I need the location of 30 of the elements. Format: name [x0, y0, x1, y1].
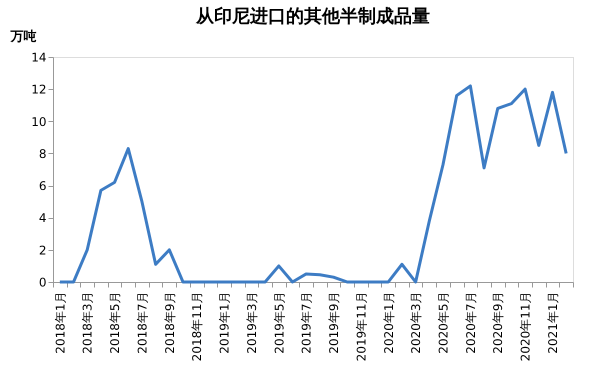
x-tick-label: 2020年9月 — [491, 292, 506, 354]
x-tick-label: 2019年11月 — [354, 292, 368, 362]
y-tick-label: 0 — [38, 276, 46, 290]
x-tick-label: 2018年11月 — [190, 292, 204, 362]
y-tick-label: 6 — [38, 179, 46, 194]
x-tick-label: 2018年3月 — [80, 292, 95, 354]
x-tick-label: 2020年5月 — [436, 292, 450, 354]
x-tick-label: 2020年1月 — [382, 292, 396, 354]
y-axis-title: 万吨 — [10, 30, 36, 44]
y-tick-label: 14 — [31, 50, 46, 64]
y-tick-label: 12 — [31, 82, 46, 97]
y-tick-label: 4 — [38, 211, 46, 226]
x-tick-label: 2021年1月 — [546, 292, 560, 354]
x-tick-label: 2019年5月 — [272, 292, 286, 354]
y-tick-label: 10 — [31, 114, 46, 129]
line-series — [58, 84, 568, 284]
x-tick-label: 2018年5月 — [108, 292, 122, 354]
y-tick-label: 2 — [38, 243, 46, 258]
x-tick-label: 2020年11月 — [518, 292, 533, 362]
chart-title: 从印尼进口的其他半制成品量 — [195, 6, 430, 27]
x-tick-label: 2018年1月 — [53, 292, 68, 354]
x-tick-label: 2018年7月 — [135, 292, 150, 354]
x-tick-label: 2019年1月 — [218, 292, 232, 354]
x-tick-label: 2019年9月 — [327, 292, 342, 354]
x-tick-label: 2020年3月 — [409, 292, 424, 354]
x-tick-label: 2020年7月 — [464, 292, 478, 354]
x-tick-label: 2019年7月 — [300, 292, 314, 354]
y-tick-label: 8 — [38, 146, 46, 161]
x-tick-label: 2018年9月 — [162, 292, 177, 354]
x-tick-label: 2019年3月 — [244, 292, 259, 354]
